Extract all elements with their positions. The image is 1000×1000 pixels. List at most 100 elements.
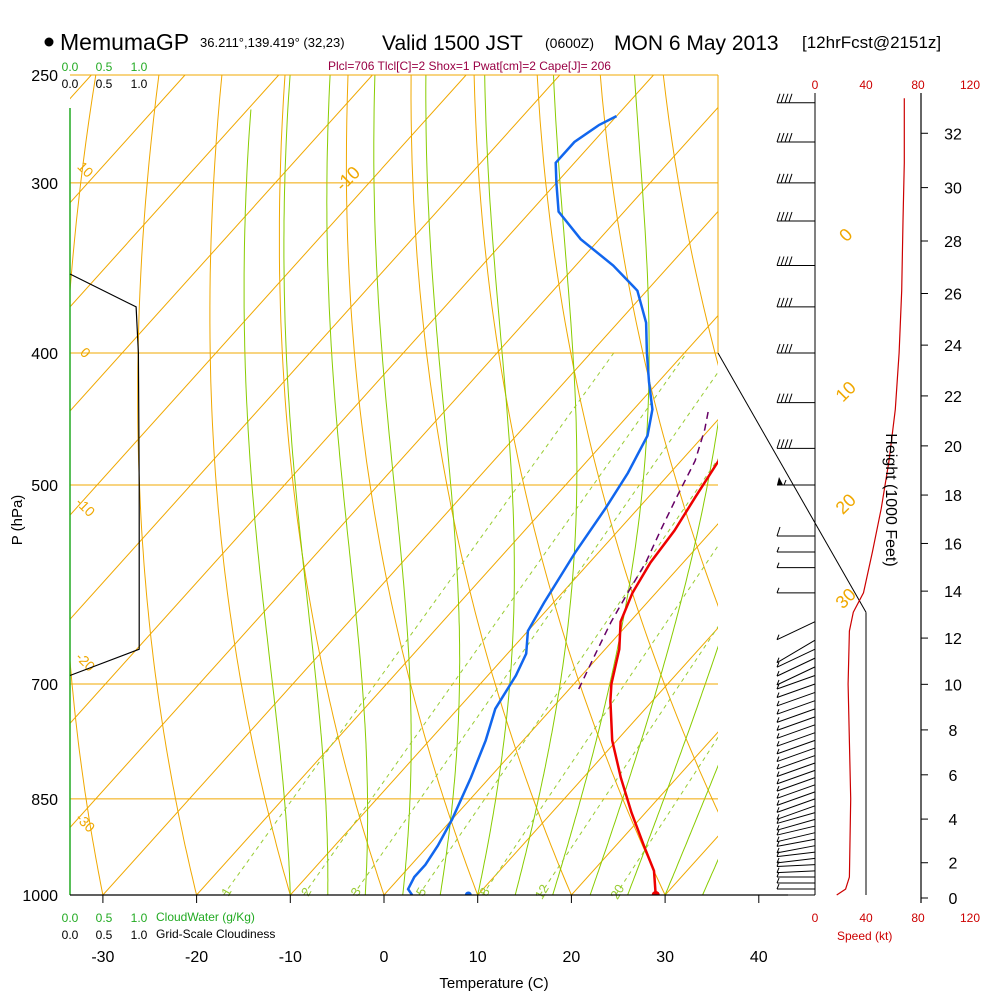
wind-barb-half [776,670,780,677]
station-name: MemumaGP [60,29,189,55]
wind-barb-half [776,740,780,747]
wind-barb [776,838,816,847]
wind-barb [776,755,816,770]
station-coords: 36.211°,139.419° (32,23) [200,35,345,50]
wind-barb-half [776,756,780,762]
wind-barb [776,716,816,731]
wind-barb-feather [784,256,789,266]
wind-barb-half [776,679,780,686]
wind-barb-half [776,546,780,553]
wind-barb [776,805,816,820]
wind-barb-half [776,847,780,854]
wind-barb-feather [784,211,789,222]
valid-time: Valid 1500 JST [382,32,523,55]
wind-barb-half [776,807,780,813]
speed-tick-label: 40 [859,911,873,925]
dry-adiabat-line [345,75,479,895]
x-tick-label: -10 [279,949,302,966]
wind-barb [776,683,816,698]
wind-barb-half [776,771,780,777]
cloudiness-tick-label: 0.0 [62,77,79,91]
wind-barb [776,621,816,641]
height-tick-label: 14 [944,584,962,601]
speed-axis-label: Speed (kt) [837,929,892,943]
height-tick-label: 20 [944,439,962,456]
dry-adiabat-line [410,75,572,895]
cloudiness-label: Grid-Scale Cloudiness [156,927,275,941]
wind-barb-half [776,692,780,698]
wind-barb-half [776,778,780,785]
wind-barb [776,691,816,707]
wind-barb-half [776,587,780,594]
wind-barb-half [776,877,780,884]
wind-barb [776,812,816,824]
wind-barb-feather [776,93,781,103]
wind-barb-flag [777,477,783,485]
speed-tick-label: 0 [812,78,819,92]
cloud-water-label: CloudWater (g/Kg) [156,910,255,924]
wind-barb [776,700,816,715]
height-tick-label: 0 [949,891,958,908]
cloud-water-tick-label: 1.0 [131,60,148,74]
panel-diagonal-line [717,352,867,613]
height-tick-label: 28 [944,234,962,251]
wind-barb-half [776,733,780,739]
wind-barb [776,747,816,763]
height-tick-label: 26 [944,287,962,304]
height-tick-label: 4 [949,812,958,829]
wind-barb-feather [780,211,785,222]
mixing-ratio-label: 12 [532,882,552,902]
wind-barb [776,845,816,854]
dry-adiabat-line [599,75,718,608]
wind-barb-feather [788,343,793,354]
wind-barb [776,732,816,747]
surface-dewpoint-point [464,891,472,895]
wind-barb-half [776,683,780,690]
wind-barb [776,832,816,843]
mixing-ratio-line [418,458,718,895]
forecast-date: MON 6 May 2013 [614,32,779,55]
wind-barb [776,666,816,686]
wind-barb [776,864,816,867]
pressure-tick-label: 700 [31,677,58,694]
wind-barb-half [776,818,780,824]
dry-adiabat-line [723,51,1000,895]
wind-barb-half [776,725,780,731]
wind-barb-half [776,657,780,663]
cloudiness-tick-label: 1.0 [131,77,148,91]
height-tick-label: 12 [944,631,962,648]
x-axis-label: Temperature (C) [439,975,548,992]
wind-barb [776,784,816,799]
wind-barb-half [776,841,780,847]
moist-adiabat-line [664,764,718,895]
mixing-ratio-line [303,352,687,895]
moist-adiabat-line [589,420,718,895]
wind-barb [776,648,816,668]
pressure-tick-label: 850 [31,792,58,809]
wind-barbs [776,93,816,896]
isotherm-label: 10 [832,377,860,405]
x-tick-label: 30 [656,949,674,966]
pressure-tick-label: 400 [31,346,58,363]
dry-adiabat-line [278,75,385,895]
wind-barb-feather [780,132,785,143]
wind-barb [776,769,816,785]
pressure-tick-label: 300 [31,176,58,193]
isotherm-line [477,627,718,895]
wind-barb-feather [784,297,789,308]
wind-barb-feather [784,93,789,103]
cloudiness-tick-label: 0.5 [96,928,113,942]
wind-barb-feather [780,256,785,266]
wind-barb [776,762,816,777]
isotherm-line [853,75,1000,895]
surface-temperature-point [651,891,660,895]
height-tick-label: 2 [949,856,958,873]
wind-barb-feather [776,343,781,354]
wind-barb-feather [788,132,793,143]
x-tick-label: 0 [380,949,389,966]
wind-barb-half [776,814,780,820]
wind-barb-feather [776,439,781,449]
wind-barb-half [776,883,780,890]
isotherm-label: 0 [835,224,856,245]
